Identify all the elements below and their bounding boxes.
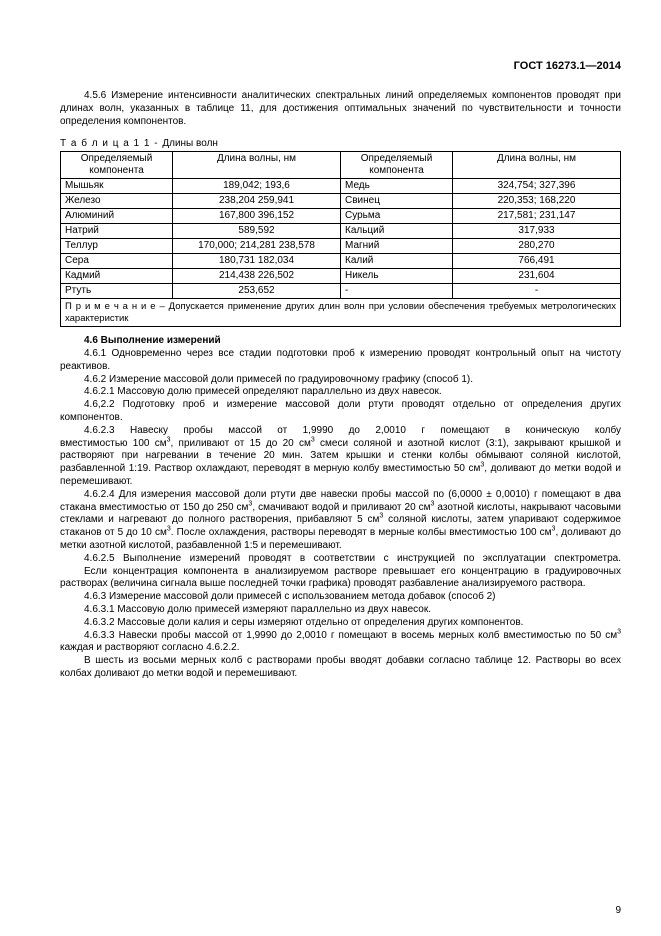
paragraph-462: 4.6.2 Измерение массовой доли примесей п…: [60, 374, 621, 387]
paragraph-4621: 4.6.2.1 Массовую долю примесей определяю…: [60, 386, 621, 399]
table-row: Железо238,204 259,941Свинец220,353; 168,…: [61, 194, 621, 209]
section-46-title: 4.6 Выполнение измерений: [60, 335, 621, 348]
table-cell: Кадмий: [61, 269, 173, 284]
table-cell: Железо: [61, 194, 173, 209]
col-header: Длина волны, нм: [173, 152, 341, 179]
table-caption: Т а б л и ц а 1 1 - Длины волн: [60, 138, 621, 149]
table-cell: 170,000; 214,281 238,578: [173, 239, 341, 254]
table-cell: Натрий: [61, 224, 173, 239]
table-cell: Магний: [341, 239, 453, 254]
table-cell: 180,731 182,034: [173, 254, 341, 269]
paragraph-six: В шесть из восьми мерных колб с раствора…: [60, 655, 621, 681]
text: . После охлаждения, растворы переводят в…: [171, 527, 552, 538]
table-cell: 231,604: [453, 269, 621, 284]
table-cell: Ртуть: [61, 284, 173, 299]
table-row: Кадмий214,438 226,502Никель231,604: [61, 269, 621, 284]
table-header-row: Определяемый компонента Длина волны, нм …: [61, 152, 621, 179]
table-cell: 217,581; 231,147: [453, 209, 621, 224]
table-cell: 214,438 226,502: [173, 269, 341, 284]
table-row: Натрий589,592Кальций317,933: [61, 224, 621, 239]
document-page: ГОСТ 16273.1—2014 4.5.6 Измерение интенс…: [0, 0, 661, 936]
paragraph-461: 4.6.1 Одновременно через все стадии подг…: [60, 348, 621, 374]
table-cell: 238,204 259,941: [173, 194, 341, 209]
table-cell: 280,270: [453, 239, 621, 254]
paragraph-4631: 4.6.3.1 Массовую долю примесей измеряют …: [60, 604, 621, 617]
table-cell: 324,754; 327,396: [453, 179, 621, 194]
table-cell: Алюминий: [61, 209, 173, 224]
table-cell: -: [453, 284, 621, 299]
wavelength-table: Определяемый компонента Длина волны, нм …: [60, 151, 621, 327]
table-cell: Сера: [61, 254, 173, 269]
text: , приливают от 15 до 20 см: [171, 438, 311, 449]
paragraph-463: 4.6.3 Измерение массовой доли примесей с…: [60, 591, 621, 604]
table-cell: Кальций: [341, 224, 453, 239]
paragraph-4625: 4.6.2.5 Выполнение измерений проводят в …: [60, 553, 621, 566]
table-cell: Свинец: [341, 194, 453, 209]
table-cell: -: [341, 284, 453, 299]
col-header: Определяемый компонента: [61, 152, 173, 179]
table-cell: Калий: [341, 254, 453, 269]
table-cell: Никель: [341, 269, 453, 284]
table-cell: 589,592: [173, 224, 341, 239]
page-number: 9: [615, 905, 621, 916]
table-cell: 220,353; 168,220: [453, 194, 621, 209]
sup-3: 3: [617, 628, 621, 635]
table-note-row: П р и м е ч а н и е – Допускается примен…: [61, 299, 621, 327]
col-header: Длина волны, нм: [453, 152, 621, 179]
table-cell: Теллур: [61, 239, 173, 254]
text: вместимостью 100 см: [60, 438, 167, 449]
table-cell: Медь: [341, 179, 453, 194]
paragraph-4632: 4.6.3.2 Массовые доли калия и серы измер…: [60, 617, 621, 630]
text: каждая и растворяют согласно 4.6.2.2.: [60, 642, 240, 653]
table-cell: 253,652: [173, 284, 341, 299]
table-row: Алюминий167,800 396,152Сурьма217,581; 23…: [61, 209, 621, 224]
col-header: Определяемый компонента: [341, 152, 453, 179]
table-note: П р и м е ч а н и е – Допускается примен…: [61, 299, 621, 327]
caption-prefix: Т а б л и ц а 1 1 -: [60, 138, 162, 149]
document-header: ГОСТ 16273.1—2014: [60, 60, 621, 72]
paragraph-4623-line1: 4.6.2.3 Навеску пробы массой от 1,9990 д…: [60, 425, 621, 438]
paragraph-4624: 4.6.2.4 Для измерения массовой доли ртут…: [60, 489, 621, 553]
paragraph-4623-rest: вместимостью 100 см3, приливают от 15 до…: [60, 438, 621, 489]
table-body: Мышьяк189,042; 193,6Медь324,754; 327,396…: [61, 179, 621, 299]
table-cell: Мышьяк: [61, 179, 173, 194]
table-cell: Сурьма: [341, 209, 453, 224]
paragraph-4622: 4.6,2.2 Подготовку проб и измерение масс…: [60, 399, 621, 425]
paragraph-4633: 4.6.3.3 Навески пробы массой от 1,9990 д…: [60, 630, 621, 656]
table-row: Мышьяк189,042; 193,6Медь324,754; 327,396: [61, 179, 621, 194]
paragraph-456: 4.5.6 Измерение интенсивности аналитичес…: [60, 90, 621, 128]
text: 4.6.3.3 Навески пробы массой от 1,9990 д…: [84, 630, 617, 641]
table-row: Теллур170,000; 214,281 238,578Магний280,…: [61, 239, 621, 254]
table-cell: 766,491: [453, 254, 621, 269]
paragraph-concentration: Если концентрация компонента в анализиру…: [60, 566, 621, 592]
table-cell: 189,042; 193,6: [173, 179, 341, 194]
table-cell: 317,933: [453, 224, 621, 239]
table-cell: 167,800 396,152: [173, 209, 341, 224]
table-row: Сера180,731 182,034Калий766,491: [61, 254, 621, 269]
caption-title: Длины волн: [162, 138, 218, 149]
text: , смачивают водой и приливают 20 см: [252, 502, 430, 513]
table-row: Ртуть253,652--: [61, 284, 621, 299]
